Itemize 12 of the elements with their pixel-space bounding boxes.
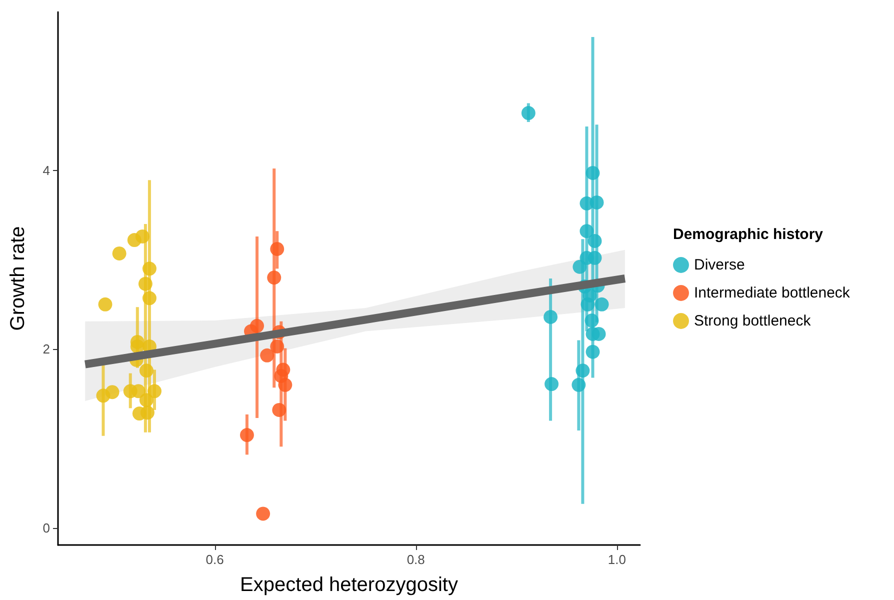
y-tick-label: 2 <box>42 342 50 357</box>
legend-label: Diverse <box>694 256 745 274</box>
legend-label: Strong bottleneck <box>694 312 812 330</box>
x-tick-label: 0.6 <box>206 552 224 567</box>
y-tick-label: 0 <box>42 520 50 536</box>
y-axis-title: Growth rate <box>7 226 29 331</box>
legend-title: Demographic history <box>673 226 824 243</box>
x-tick-label: 0.8 <box>406 552 425 567</box>
x-axis-title: Expected heterozygosity <box>240 574 458 596</box>
legend-label: Intermediate bottleneck <box>694 284 850 302</box>
x-tick-label: 1.0 <box>608 552 626 567</box>
y-tick-label: 4 <box>42 162 50 178</box>
